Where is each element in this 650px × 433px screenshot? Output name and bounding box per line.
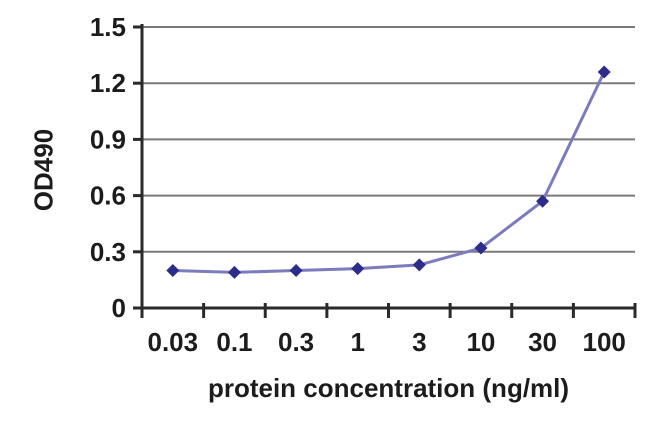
x-tick-label: 0.1 (216, 327, 252, 357)
data-point-marker (227, 265, 241, 279)
data-point-marker (289, 264, 303, 278)
data-point-marker (597, 65, 611, 79)
x-tick-label: 100 (582, 327, 625, 357)
x-axis-title: protein concentration (ng/ml) (207, 373, 570, 403)
y-tick-label: 0.9 (90, 124, 126, 154)
series-line (172, 71, 606, 274)
x-tick-label: 0.03 (148, 327, 199, 357)
data-point-marker (351, 262, 365, 276)
x-tick-label: 1 (350, 327, 364, 357)
data-point-marker (166, 264, 180, 278)
x-tick-label: 30 (528, 327, 557, 357)
x-tick-label: 3 (412, 327, 426, 357)
data-point-marker (474, 241, 488, 255)
y-tick-label: 0.3 (90, 237, 126, 267)
y-axis-title: OD490 (28, 128, 59, 212)
y-tick-label: 1.5 (90, 12, 126, 42)
y-tick-label: 0.6 (90, 181, 126, 211)
x-tick-label: 10 (466, 327, 495, 357)
y-tick-label: 1.2 (90, 68, 126, 98)
data-point-marker (412, 258, 426, 272)
data-point-marker (536, 194, 550, 208)
y-tick-label: 0 (112, 293, 126, 323)
x-tick-label: 0.3 (278, 327, 314, 357)
